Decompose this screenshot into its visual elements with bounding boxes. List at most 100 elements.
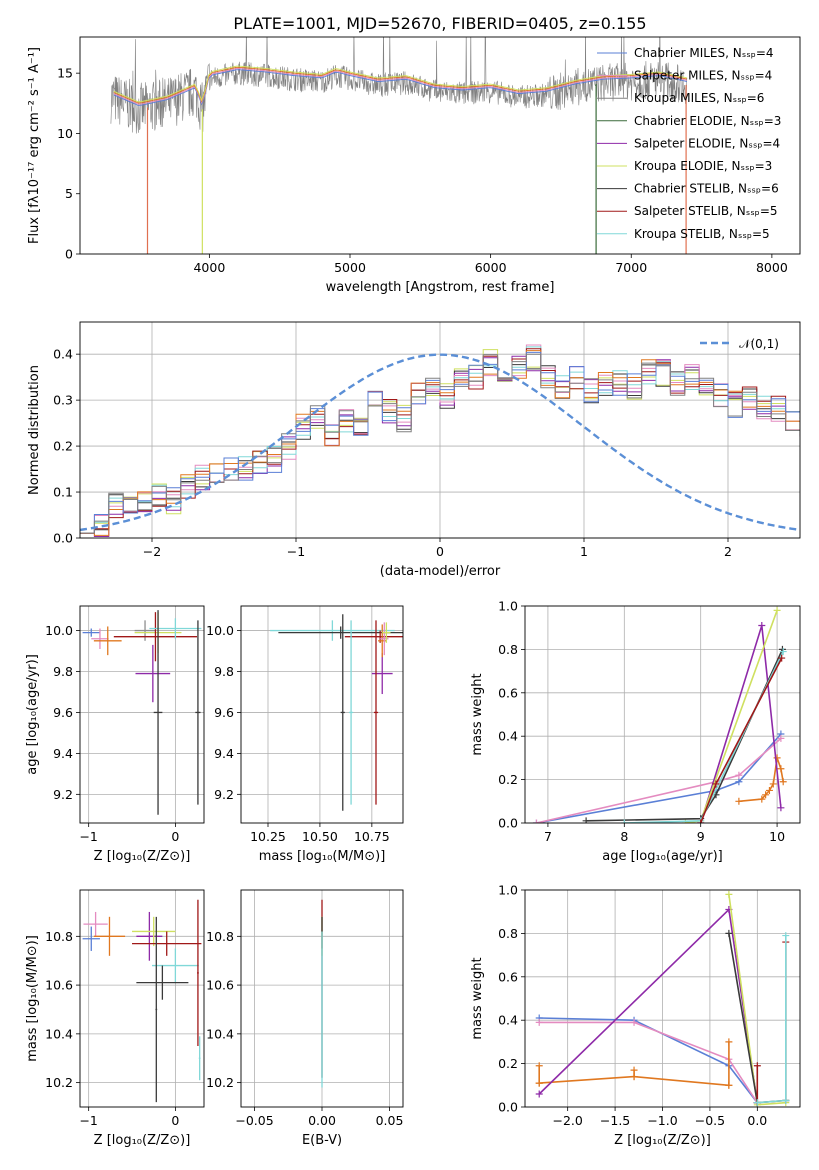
error-bar-point (83, 911, 108, 937)
axes-frame (524, 889, 801, 1108)
x-tick-label: 10 (769, 829, 785, 844)
x-tick-label: 8000 (756, 260, 788, 275)
error-bar-point (198, 1036, 201, 1081)
series-marker (582, 817, 590, 823)
series-marker (758, 795, 766, 803)
x-tick-label: −0.5 (695, 1113, 725, 1128)
x-tick-label: −1.0 (647, 1113, 677, 1128)
x-tick-label: 9 (697, 829, 705, 844)
y-tick-label: 0.4 (498, 1013, 518, 1028)
x-axis-label: Z [log₁₀(Z/Z⊙)] (94, 1133, 191, 1148)
plot-area (82, 899, 202, 1103)
series-marker (782, 932, 790, 940)
mass-vs-metallicity-panel: −1 0 10.2 10.4 10.6 10.8 Z [log₁₀(Z/Z⊙)] mass [… (25, 889, 205, 1148)
x-tick-label: −1 (287, 544, 305, 559)
series-marker (697, 819, 705, 823)
legend: 𝒩(0,1) (700, 337, 779, 351)
series-marker (773, 606, 781, 614)
error-bar-point (93, 626, 122, 656)
series-line (536, 737, 782, 823)
y-tick-label: 10.4 (45, 1026, 73, 1041)
normal-reference-curve (80, 353, 800, 532)
x-tick-label: 7 (544, 829, 552, 844)
y-tick-label: 9.2 (214, 787, 234, 802)
x-tick-label: 0 (171, 829, 179, 844)
series-marker (735, 797, 743, 805)
series-marker (778, 654, 786, 662)
series-marker (630, 1018, 638, 1026)
x-tick-label: −0.05 (235, 1113, 273, 1128)
y-tick-label: 10.2 (45, 1075, 73, 1090)
y-tick-label: 0.2 (498, 772, 518, 787)
y-tick-label: 0.2 (53, 439, 73, 454)
y-tick-label: 10.6 (206, 978, 234, 993)
legend-entry-label: Chabrier MILES, Nₛₛₚ=4 (634, 46, 774, 60)
y-tick-label: 10.6 (45, 978, 73, 993)
error-bar-point (373, 620, 379, 805)
series-marker (725, 890, 733, 898)
x-axis-label: (data-model)/error (380, 564, 501, 579)
model-spectrum-line (113, 68, 687, 105)
plot-area (532, 606, 787, 823)
plot-area (270, 614, 403, 811)
model-spectrum-line (113, 65, 687, 103)
y-axis-label: mass weight (470, 957, 485, 1039)
plot-area (80, 344, 800, 537)
series-marker (535, 1062, 543, 1070)
y-tick-label: 0.8 (498, 642, 518, 657)
series-marker (762, 791, 770, 799)
y-tick-label: 9.6 (214, 705, 234, 720)
x-tick-label: −2 (143, 544, 161, 559)
legend-entry-label: Salpeter ELODIE, Nₛₛₚ=4 (634, 136, 780, 150)
y-tick-label: 9.4 (214, 746, 234, 761)
series-marker (535, 1018, 543, 1026)
y-tick-label: 0.3 (53, 393, 73, 408)
series-marker (725, 1081, 733, 1089)
y-tick-label: 0.4 (498, 729, 518, 744)
error-bar-point (135, 644, 171, 703)
x-tick-label: 10.25 (250, 829, 286, 844)
series-marker (735, 771, 743, 779)
x-tick-label: 0.05 (376, 1113, 404, 1128)
error-bar-point (197, 899, 199, 1047)
y-axis-label: age [log₁₀(age/yr)] (25, 654, 40, 775)
x-tick-label: 5000 (334, 260, 366, 275)
x-tick-label: 0 (171, 1113, 179, 1128)
series-marker (782, 1096, 790, 1104)
legend: Chabrier MILES, Nₛₛₚ=4 Salpeter MILES, Nₛ… (597, 46, 781, 241)
figure-title: PLATE=1001, MJD=52670, FIBERID=0405, z=0… (233, 14, 646, 33)
y-tick-label: 0.8 (498, 926, 518, 941)
error-bar-point (380, 622, 389, 656)
error-bar-point (371, 653, 393, 695)
y-tick-label: 9.8 (53, 664, 73, 679)
series-marker (777, 804, 785, 812)
x-tick-label: 8 (620, 829, 628, 844)
error-bar-point (340, 614, 345, 811)
age-vs-metallicity-panel: −1 0 9.2 9.4 9.6 9.8 10.0 Z [log₁₀(Z/Z⊙)] age [l… (25, 605, 205, 864)
axes-frame (524, 605, 801, 824)
series-line (536, 733, 782, 823)
series-line (738, 757, 784, 803)
error-bar-point (149, 618, 202, 639)
y-tick-label: 10.0 (206, 623, 234, 638)
error-bar-point (93, 916, 126, 956)
y-tick-label: 0.0 (498, 1100, 518, 1115)
y-tick-label: 5 (65, 186, 73, 201)
series-marker (777, 734, 785, 742)
y-tick-label: 10.8 (206, 929, 234, 944)
error-bar-point (113, 612, 198, 662)
series-marker (630, 1073, 638, 1081)
plot-area (82, 610, 202, 815)
series-marker (779, 648, 787, 656)
y-tick-label: 1.0 (498, 883, 518, 898)
error-bar-point (195, 620, 201, 805)
model-spectrum-line (113, 69, 687, 106)
y-tick-label: 0.2 (498, 1056, 518, 1071)
x-axis-label: mass [log₁₀(M/M⊙)] (259, 849, 386, 864)
x-tick-label: 0.00 (308, 1113, 336, 1128)
y-axis-label: mass [log₁₀(M/M⊙)] (25, 935, 40, 1062)
x-axis-label: Z [log₁₀(Z/Z⊙)] (94, 849, 191, 864)
mass-vs-ebv-panel: −0.05 0.00 0.05 10.2 10.4 10.6 10.8 E(B-V) (206, 889, 404, 1148)
series-line (538, 907, 759, 1103)
y-tick-label: 0.0 (53, 531, 73, 546)
